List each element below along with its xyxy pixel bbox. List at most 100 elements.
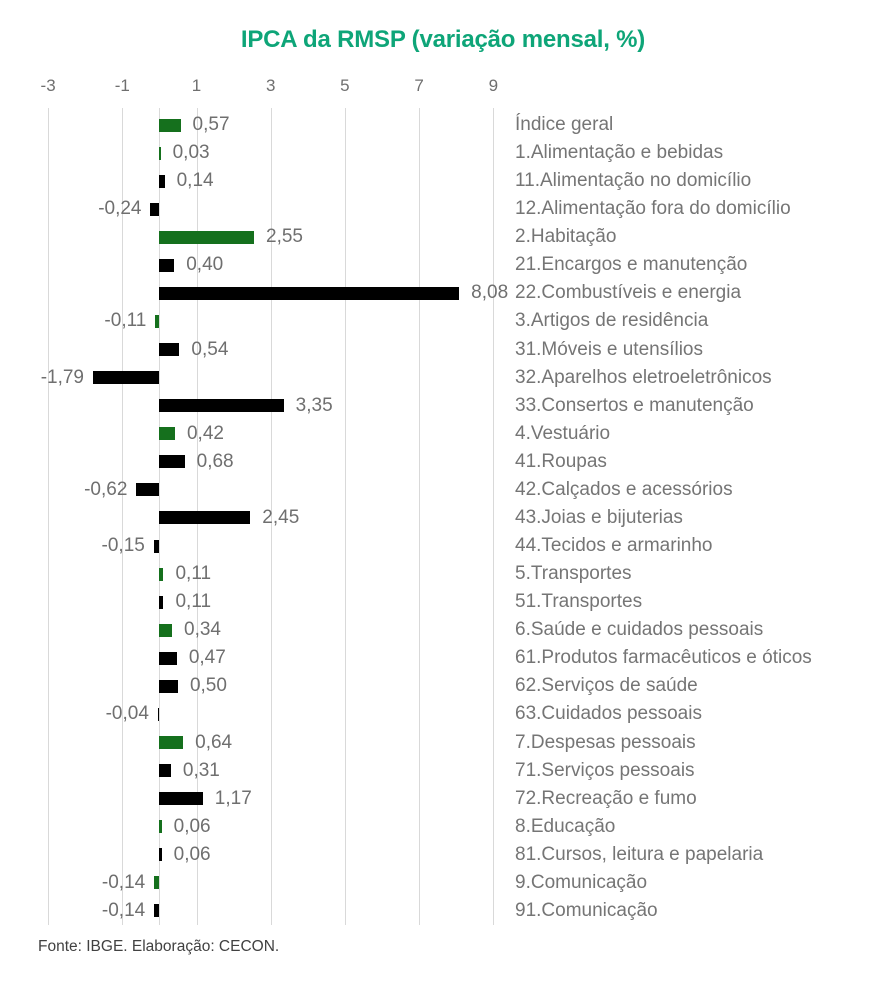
bar	[155, 314, 160, 328]
source-note: Fonte: IBGE. Elaboração: CECON.	[38, 938, 280, 955]
category-label: 62.Serviços de saúde	[515, 675, 698, 697]
bar	[159, 736, 184, 750]
bar-value-label: 0,06	[173, 815, 211, 837]
bar	[159, 118, 181, 132]
bar	[159, 567, 164, 581]
x-tick-label: 9	[488, 76, 499, 95]
category-label: 91.Comunicação	[515, 899, 658, 921]
bar	[159, 146, 161, 160]
x-tick-label: 1	[191, 76, 202, 95]
category-label: 44.Tecidos e armarinho	[515, 535, 713, 557]
bar	[154, 876, 160, 890]
bar-value-label: -0,62	[84, 478, 128, 500]
category-label: 31.Móveis e utensílios	[515, 338, 703, 360]
bar-value-label: 0,11	[175, 563, 212, 585]
category-label: 33.Consertos e manutenção	[515, 394, 754, 416]
category-label: 42.Calçados e acessórios	[515, 478, 733, 500]
bar-value-label: 8,08	[471, 282, 509, 304]
bar	[136, 483, 160, 497]
bar	[159, 455, 185, 469]
gridline	[270, 108, 272, 925]
gridline	[344, 108, 346, 925]
gridline	[122, 108, 124, 925]
category-label: 43.Joias e bijuterias	[515, 506, 683, 528]
x-tick-label: -3	[40, 76, 56, 95]
bar	[159, 343, 180, 357]
bar-value-label: 0,31	[182, 759, 220, 781]
bar	[159, 792, 203, 806]
x-tick-label: -1	[114, 76, 130, 95]
bar-value-label: 0,34	[184, 619, 221, 641]
bar	[159, 230, 254, 244]
bar	[159, 286, 460, 300]
category-label: 11.Alimentação no domicílio	[515, 170, 752, 192]
chart-title: IPCA da RMSP (variação mensal, %)	[240, 26, 646, 53]
category-label: 81.Cursos, leitura e papelaria	[515, 843, 764, 865]
category-label: 21.Encargos e manutenção	[515, 254, 748, 276]
bar	[159, 764, 171, 778]
bar	[157, 707, 160, 721]
bar-value-label: 0,50	[189, 675, 227, 697]
bar-value-label: 0,64	[195, 731, 233, 753]
bar-value-label: 0,40	[186, 254, 224, 276]
category-label: 5.Transportes	[515, 563, 632, 585]
bar-value-label: -0,04	[105, 703, 149, 725]
bar-value-label: -0,14	[101, 899, 146, 921]
category-label: 6.Saúde e cuidados pessoais	[515, 619, 764, 641]
category-label: 72.Recreação e fumo	[515, 787, 697, 809]
bar-value-label: 0,47	[188, 647, 226, 669]
bar	[150, 202, 160, 216]
category-label: 3.Artigos de residência	[515, 310, 709, 332]
bar-value-label: 0,54	[191, 338, 229, 360]
bar-value-label: 3,35	[295, 394, 333, 416]
bar-value-label: 2,55	[266, 226, 303, 248]
bar-value-label: 0,68	[196, 450, 234, 472]
bar-value-label: 0,57	[192, 114, 230, 135]
category-label: 63.Cuidados pessoais	[515, 703, 702, 725]
gridline	[493, 108, 495, 925]
bar	[153, 539, 160, 553]
category-label: 12.Alimentação fora do domicílio	[515, 198, 791, 220]
bar-value-label: 0,11	[175, 591, 212, 613]
bar	[159, 679, 178, 693]
x-tick-label: 5	[340, 76, 350, 95]
category-label: 4.Vestuário	[515, 422, 611, 444]
category-label: 1.Alimentação e bebidas	[515, 142, 724, 164]
bar-value-label: 0,06	[173, 843, 211, 865]
bar	[159, 258, 175, 272]
category-label: Índice geral	[515, 114, 614, 135]
bar-value-label: 1,17	[214, 787, 252, 809]
category-label: 51.Transportes	[515, 591, 643, 613]
bar	[159, 511, 251, 525]
bar	[159, 651, 177, 665]
bar	[159, 399, 284, 413]
bar	[92, 371, 160, 385]
bar	[159, 848, 162, 862]
x-tick-label: 3	[265, 76, 276, 95]
category-label: 8.Educação	[515, 815, 616, 837]
category-label: 71.Serviços pessoais	[515, 759, 695, 781]
category-label: 2.Habitação	[515, 226, 617, 248]
category-label: 9.Comunicação	[515, 871, 648, 893]
bar	[159, 427, 175, 441]
bar-value-label: -1,79	[40, 366, 84, 388]
x-tick-label: 7	[414, 76, 424, 95]
bar-value-label: -0,14	[101, 871, 146, 893]
bar-value-label: -0,15	[101, 535, 145, 557]
bar	[154, 904, 160, 918]
category-label: 32.Aparelhos eletroeletrônicos	[515, 366, 772, 388]
category-label: 61.Produtos farmacêuticos e óticos	[515, 647, 812, 669]
bar	[159, 623, 172, 637]
bar	[159, 820, 162, 834]
gridline	[48, 108, 50, 925]
bar-value-label: 2,45	[262, 506, 300, 528]
category-label: 22.Combustíveis e energia	[515, 282, 742, 304]
bar-value-label: 0,03	[172, 142, 210, 164]
bar-value-label: 0,42	[186, 422, 224, 444]
gridline	[419, 108, 421, 925]
category-label: 41.Roupas	[515, 450, 607, 472]
bar-value-label: -0,11	[104, 310, 147, 332]
category-label: 7.Despesas pessoais	[515, 731, 696, 753]
bar-value-label: -0,24	[98, 198, 142, 220]
